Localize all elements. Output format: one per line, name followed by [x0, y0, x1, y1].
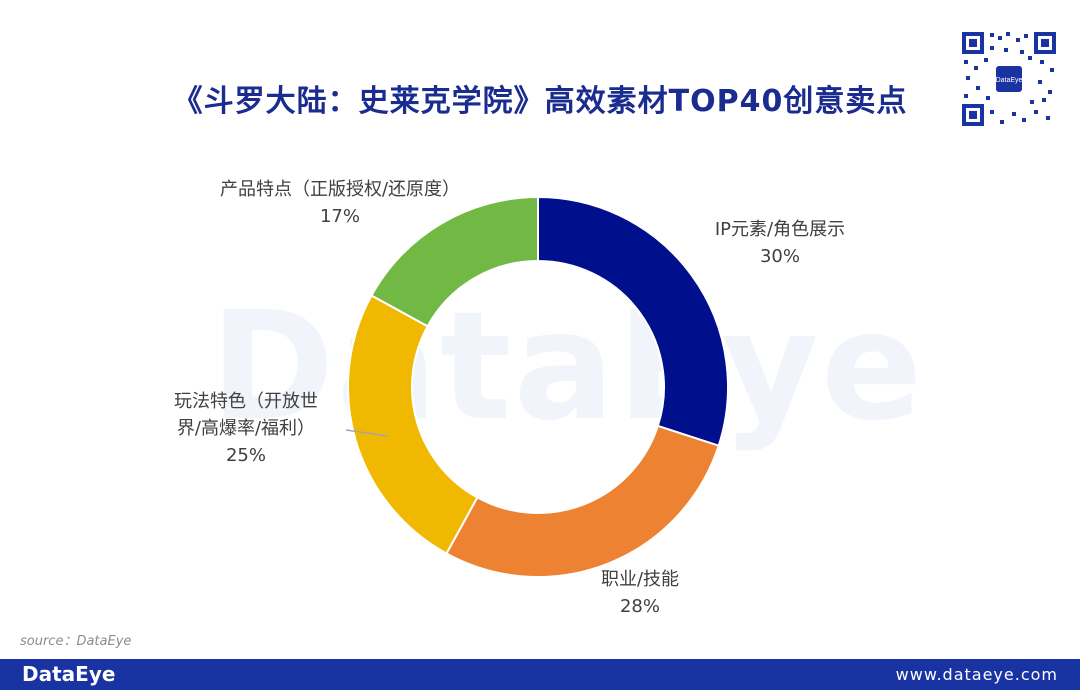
slice-value: 30%: [759, 246, 800, 267]
watermark: DataEye: [210, 280, 925, 454]
slice-name: 职业/技能: [600, 569, 680, 590]
slice-label-1: IP元素/角色展示 30%: [680, 216, 880, 270]
slice-value: 17%: [319, 206, 360, 227]
slice-label-3: 玩法特色（开放世 界/高爆率/福利） 25%: [146, 388, 346, 469]
slice-label-4: 产品特点（正版授权/还原度） 17%: [170, 176, 510, 230]
donut-slice-4: [370, 195, 539, 328]
slice-name: 界/高爆率/福利）: [176, 418, 316, 439]
donut-slice-2: [445, 424, 720, 578]
footer-logo: DataEye: [22, 662, 116, 686]
slice-name: 产品特点（正版授权/还原度）: [219, 179, 461, 200]
donut-slice-1: [537, 195, 729, 447]
slice-value: 25%: [225, 445, 266, 466]
slice-name: 玩法特色（开放世: [174, 391, 318, 412]
slice-label-2: 职业/技能 28%: [540, 566, 740, 620]
slice-name: IP元素/角色展示: [714, 219, 846, 240]
footer-bar: DataEye www.dataeye.com: [0, 659, 1080, 690]
footer-url: www.dataeye.com: [895, 665, 1058, 684]
qr-center-label: DataEye: [996, 77, 1023, 84]
slice-value: 28%: [619, 596, 660, 617]
source-note: source：DataEye: [20, 634, 132, 649]
label-leader-line: [345, 429, 389, 437]
donut-slice-3: [347, 294, 479, 555]
qr-code-icon: DataEye: [960, 30, 1058, 128]
chart-title: 《斗罗大陆：史莱克学院》高效素材TOP40创意卖点: [172, 84, 908, 119]
